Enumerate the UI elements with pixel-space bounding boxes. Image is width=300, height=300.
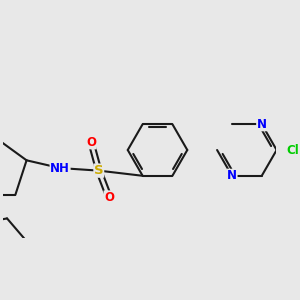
Text: S: S bbox=[94, 164, 104, 177]
Text: NH: NH bbox=[50, 162, 70, 175]
Text: Cl: Cl bbox=[286, 143, 299, 157]
Text: N: N bbox=[257, 118, 267, 131]
Text: O: O bbox=[104, 191, 114, 204]
Text: N: N bbox=[227, 169, 237, 182]
Text: O: O bbox=[86, 136, 96, 149]
